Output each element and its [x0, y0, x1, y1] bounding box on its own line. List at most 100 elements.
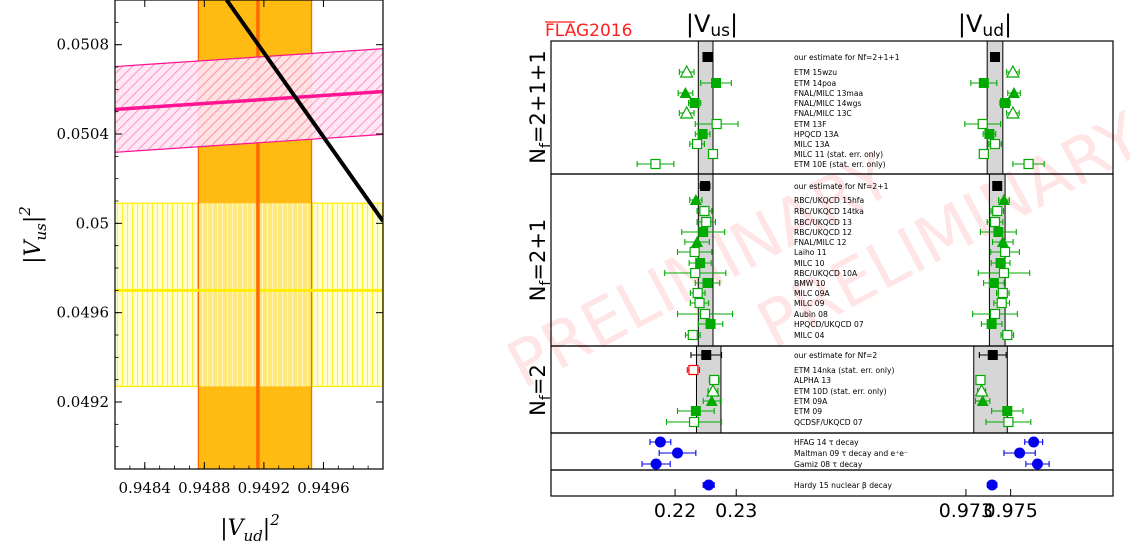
blue-circle-marker [672, 447, 684, 459]
row-label: RBC/UKQCD 15hfa [794, 196, 864, 205]
blue-circle-marker [703, 479, 715, 491]
vus-column-title: |Vus| [686, 10, 738, 41]
data-row: our estimate for Nf=2+1 [699, 181, 1003, 191]
data-row: Laiho 11 [676, 246, 1020, 258]
row-label: ETM 09 [794, 407, 822, 416]
data-row: our estimate for Nf=2+1+1 [702, 52, 1000, 62]
open-square-marker [989, 138, 1001, 150]
diagonal-band-edge [115, 48, 383, 68]
data-row: MILC 09A [689, 287, 1010, 299]
flag-logo: FLAG2016 [545, 21, 632, 41]
blue-circle-marker [650, 458, 662, 470]
open-square-marker [689, 246, 700, 258]
open-triangle-marker [1005, 105, 1020, 119]
open-square-marker [687, 329, 698, 341]
open-square-marker [699, 308, 711, 320]
row-label: BMW 10 [794, 279, 826, 288]
y-tick-label: 0.0496 [57, 304, 110, 322]
data-row: QCDSF/UKQCD 07 [665, 416, 1032, 428]
row-label: RBC/UKQCD 10A [794, 269, 858, 278]
open-square-marker [707, 148, 719, 160]
section-label: Nf=2+1 [526, 219, 554, 302]
filled-triangle-marker [997, 194, 1010, 205]
row-label: ETM 14nka (stat. err. only) [794, 366, 895, 375]
x-tick-label: 0.9496 [297, 479, 350, 497]
filled-triangle-marker [679, 87, 692, 98]
blue-circle-marker [986, 479, 998, 491]
blue-circle-marker [1028, 436, 1040, 448]
data-row: Hardy 15 nuclear β decay [702, 479, 998, 491]
open-square-marker [690, 267, 701, 279]
estimate-marker [700, 181, 711, 191]
row-label: HFAG 14 τ decay [794, 438, 859, 447]
band-overlap-hatch [198, 203, 312, 387]
data-row: HPQCD/UKQCD 07 [697, 319, 1003, 329]
open-square-marker [997, 287, 1008, 299]
x-tick-label: 0.9488 [178, 479, 231, 497]
row-label: QCDSF/UKQCD 07 [794, 418, 863, 427]
data-row: FNAL/MILC 12 [684, 236, 1014, 247]
open-square-marker [650, 158, 661, 170]
filled-square-marker [698, 227, 709, 237]
estimate-marker [702, 52, 713, 62]
row-label: FNAL/MILC 13C [794, 109, 852, 118]
filled-square-marker [986, 319, 997, 329]
filled-square-marker [988, 278, 999, 288]
open-triangle-marker [974, 383, 989, 397]
filled-square-marker [702, 278, 713, 288]
estimate-marker [987, 350, 998, 360]
data-row: ETM 09A [702, 395, 991, 406]
data-row: ETM 14poa [700, 78, 998, 88]
row-label: FNAL/MILC 13maa [794, 89, 863, 98]
row-label: our estimate for Nf=2 [794, 351, 877, 360]
open-square-marker [688, 416, 700, 428]
open-square-marker [711, 118, 722, 130]
y-axis-label: |Vus|2 [16, 206, 50, 264]
row-label: MILC 09 [794, 299, 825, 308]
filled-square-marker [995, 258, 1006, 268]
filled-square-marker [697, 129, 708, 139]
filled-triangle-marker [976, 395, 989, 406]
row-label: ETM 15wzu [794, 68, 837, 77]
filled-square-marker [690, 406, 701, 416]
open-square-marker [996, 297, 1007, 309]
row-label: ETM 10E (stat. err. only) [794, 160, 886, 169]
open-square-marker [992, 205, 1003, 217]
row-label: ETM 13F [794, 120, 826, 129]
vud-column-title: |Vud| [958, 10, 1012, 41]
filled-triangle-marker [689, 194, 702, 205]
diagonal-band-edge [115, 133, 383, 153]
data-row: MILC 09 [689, 297, 1011, 309]
data-row: MILC 10 [688, 258, 1011, 268]
data-row: FNAL/MILC 13maa [677, 87, 1021, 98]
filled-triangle-marker [1008, 87, 1021, 98]
row-label: HPQCD/UKQCD 07 [794, 320, 864, 329]
data-row: HFAG 14 τ decay [649, 436, 1044, 448]
row-label: FNAL/MILC 14wgs [794, 99, 861, 108]
open-square-marker [989, 308, 1001, 320]
data-row: RBC/UKQCD 15hfa [689, 194, 1010, 205]
data-row: ETM 09 [676, 406, 1024, 416]
row-label: ETM 09A [794, 397, 828, 406]
row-label: RBC/UKQCD 14tka [794, 207, 864, 216]
row-label: our estimate for Nf=2+1+1 [794, 53, 900, 62]
open-square-marker [999, 246, 1011, 258]
filled-square-marker [993, 227, 1004, 237]
data-row: ETM 10E (stat. err. only) [636, 158, 1045, 170]
row-label: ALPHA 13 [794, 376, 831, 385]
row-label: MILC 04 [794, 331, 825, 340]
filled-square-marker [984, 129, 995, 139]
data-row: ETM 13F [694, 118, 1002, 130]
estimate-marker [701, 350, 712, 360]
row-label: Maltman 09 τ decay and e⁺e⁻ [794, 449, 908, 458]
x-tick-label: 0.975 [983, 500, 1037, 522]
open-square-marker [1002, 329, 1013, 341]
estimate-marker [990, 52, 1000, 62]
open-square-marker [691, 138, 703, 150]
x-tick-label: 0.973 [939, 500, 993, 522]
data-row: MILC 13A [689, 138, 1002, 150]
open-square-marker [709, 374, 720, 386]
open-square-marker [694, 297, 705, 309]
filled-square-marker [1002, 406, 1013, 416]
